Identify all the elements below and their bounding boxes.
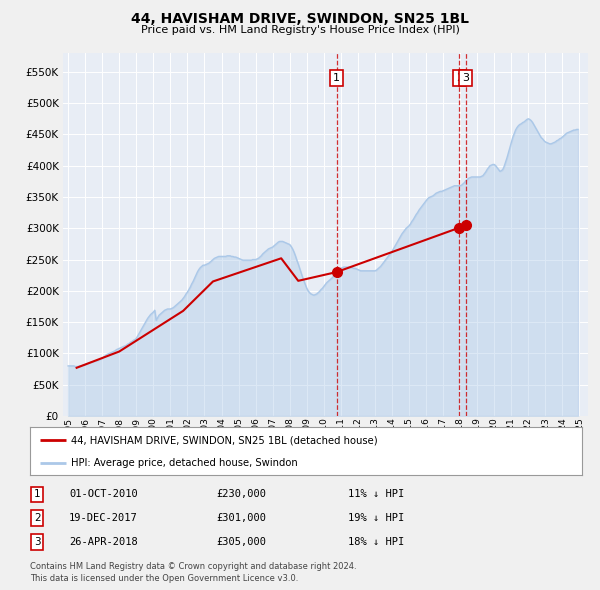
Text: 1: 1 [34, 490, 41, 499]
Text: 1: 1 [333, 73, 340, 83]
Text: Contains HM Land Registry data © Crown copyright and database right 2024.: Contains HM Land Registry data © Crown c… [30, 562, 356, 571]
Text: 3: 3 [34, 537, 41, 546]
Text: 01-OCT-2010: 01-OCT-2010 [69, 490, 138, 499]
Text: £305,000: £305,000 [216, 537, 266, 546]
Text: HPI: Average price, detached house, Swindon: HPI: Average price, detached house, Swin… [71, 458, 298, 468]
Text: Price paid vs. HM Land Registry's House Price Index (HPI): Price paid vs. HM Land Registry's House … [140, 25, 460, 35]
Text: 2: 2 [456, 73, 463, 83]
Text: £301,000: £301,000 [216, 513, 266, 523]
Text: 11% ↓ HPI: 11% ↓ HPI [348, 490, 404, 499]
Text: 26-APR-2018: 26-APR-2018 [69, 537, 138, 546]
Text: 3: 3 [462, 73, 469, 83]
Text: 44, HAVISHAM DRIVE, SWINDON, SN25 1BL (detached house): 44, HAVISHAM DRIVE, SWINDON, SN25 1BL (d… [71, 435, 378, 445]
Text: 18% ↓ HPI: 18% ↓ HPI [348, 537, 404, 546]
Text: £230,000: £230,000 [216, 490, 266, 499]
Text: This data is licensed under the Open Government Licence v3.0.: This data is licensed under the Open Gov… [30, 574, 298, 583]
Text: 19-DEC-2017: 19-DEC-2017 [69, 513, 138, 523]
Text: 2: 2 [34, 513, 41, 523]
Text: 44, HAVISHAM DRIVE, SWINDON, SN25 1BL: 44, HAVISHAM DRIVE, SWINDON, SN25 1BL [131, 12, 469, 26]
Text: 19% ↓ HPI: 19% ↓ HPI [348, 513, 404, 523]
